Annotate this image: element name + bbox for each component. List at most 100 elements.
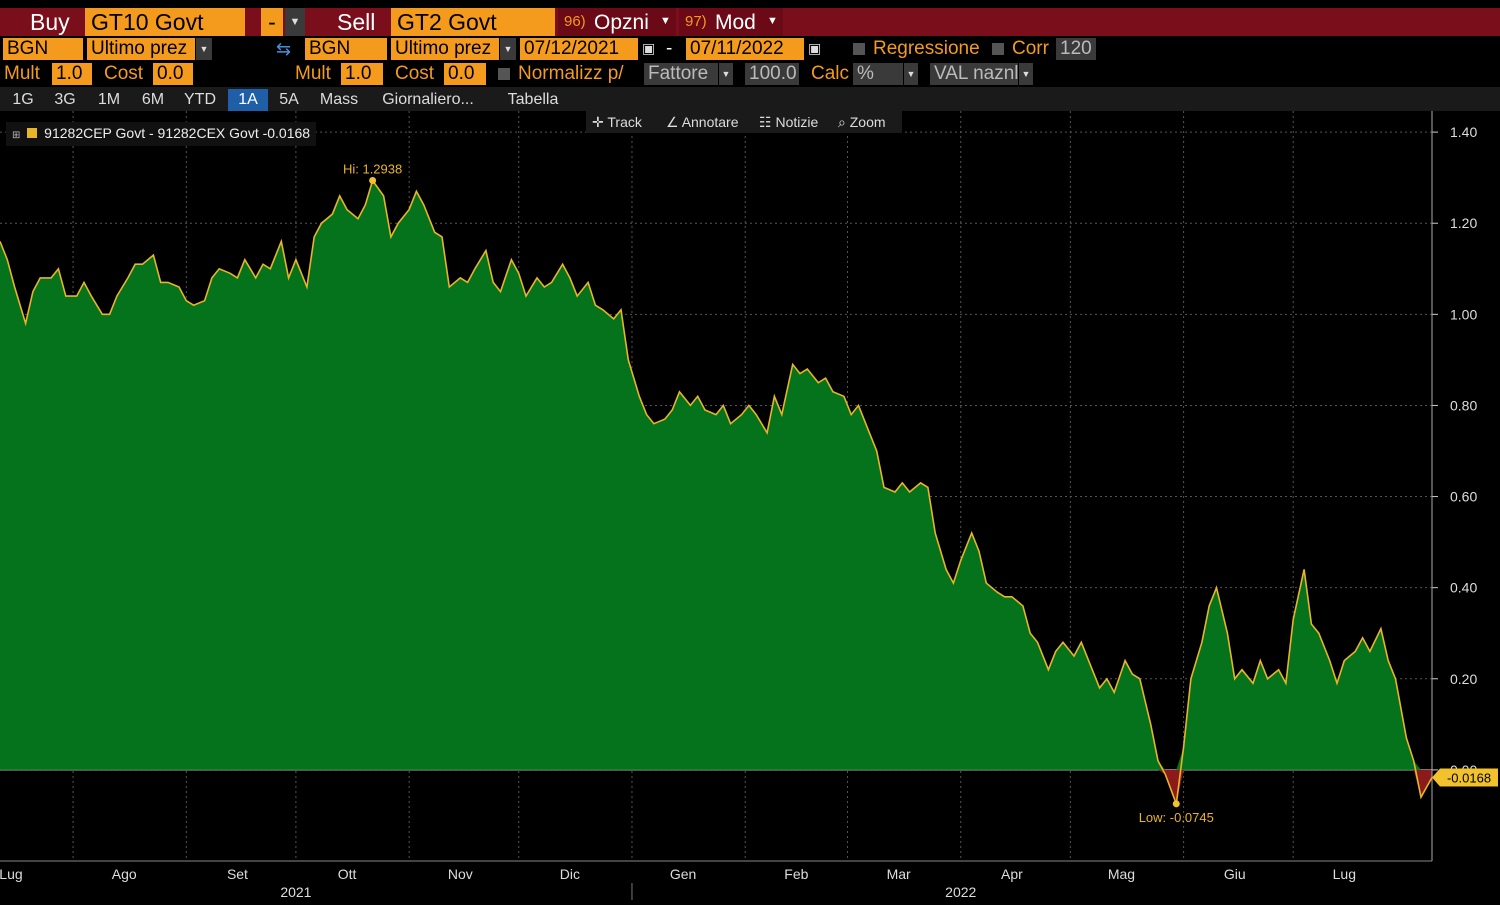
chart-area[interactable]: 1.401.201.000.800.600.400.200.00 LugAgoS… — [0, 111, 1500, 900]
y-tick-label: 1.00 — [1450, 306, 1477, 322]
annotate-tool[interactable]: ∠ Annotare — [666, 114, 739, 131]
tab-3g[interactable]: 3G — [54, 91, 76, 108]
hi-label: Hi: 1.2938 — [343, 161, 402, 176]
operator-select[interactable]: - — [261, 8, 283, 36]
sell-label: Sell — [337, 9, 376, 35]
y-tick-label: 0.20 — [1450, 671, 1477, 687]
normalize-checkbox[interactable] — [498, 68, 510, 80]
buy-source-field[interactable]: BGN — [3, 38, 83, 60]
x-year-label: 2022 — [945, 884, 976, 900]
last-value-tag — [1432, 768, 1498, 787]
corr-checkbox[interactable] — [992, 43, 1004, 55]
tab-1m[interactable]: 1M — [97, 91, 121, 108]
operator-dropdown-icon[interactable]: ▼ — [285, 8, 305, 36]
x-tick-label: Gen — [670, 866, 696, 882]
legend-label: 91282CEP Govt - 91282CEX Govt -0.0168 — [44, 125, 311, 141]
options-label: Opzni — [594, 11, 649, 34]
sell-source-field[interactable]: BGN — [305, 38, 387, 60]
tab-mass[interactable]: Mass — [319, 91, 359, 108]
news-tool[interactable]: ☷ Notizie — [759, 114, 818, 131]
sell-ticker-input[interactable]: GT2 Govt — [391, 8, 555, 36]
mult2-label: Mult — [295, 63, 331, 84]
calc-dropdown-icon[interactable]: ▼ — [904, 63, 918, 85]
tab-daily[interactable]: Giornaliero... — [382, 91, 474, 108]
crosshair-icon: ✛ — [592, 114, 604, 130]
mult2-input[interactable]: 1.0 — [341, 63, 383, 85]
corr-window-input[interactable]: 120 — [1056, 38, 1096, 60]
calc-select[interactable]: % — [853, 63, 903, 85]
tab-table[interactable]: Tabella — [507, 91, 559, 108]
legend-swatch — [27, 128, 38, 138]
normalize-label: Normalizz p/ — [518, 63, 624, 84]
calc-label: Calc — [811, 63, 850, 84]
annotate-label: Annotare — [681, 114, 739, 130]
cost2-input[interactable]: 0.0 — [444, 63, 486, 85]
tab-ytd[interactable]: YTD — [184, 91, 216, 108]
mod-label: Mod — [715, 11, 756, 34]
currency-select[interactable]: VAL naznl — [930, 63, 1019, 85]
tab-1a[interactable]: 1A — [228, 89, 268, 111]
x-tick-label: Ago — [112, 866, 137, 882]
tab-6m[interactable]: 6M — [141, 91, 165, 108]
y-tick-label: 0.60 — [1450, 489, 1477, 505]
tab-1g[interactable]: 1G — [12, 91, 34, 108]
chart-toolbar: ✛ Track ∠ Annotare ☷ Notizie ⌕ Zoom — [586, 111, 902, 133]
y-tick-label: 0.40 — [1450, 580, 1477, 596]
buy-ticker-input[interactable]: GT10 Govt — [85, 8, 245, 36]
mod-chevron-icon: ▼ — [767, 15, 778, 27]
regression-checkbox[interactable] — [853, 43, 865, 55]
area-negative — [0, 769, 1432, 804]
hi-marker — [369, 176, 377, 184]
x-tick-label: Nov — [448, 866, 473, 882]
factor-select[interactable]: Fattore — [644, 63, 718, 85]
buy-price-field[interactable]: Ultimo prez — [87, 38, 195, 60]
cost2-label: Cost — [395, 63, 435, 84]
x-tick-label: Ott — [338, 866, 357, 882]
spread-chart[interactable]: 1.401.201.000.800.600.400.200.00 LugAgoS… — [0, 111, 1500, 900]
cost-input[interactable]: 0.0 — [153, 63, 193, 85]
x-tick-label: Set — [227, 866, 248, 882]
sell-field-dropdown-icon[interactable]: ▼ — [500, 38, 516, 60]
factor-dropdown-icon[interactable]: ▼ — [719, 63, 733, 85]
mult-label: Mult — [4, 63, 40, 84]
hi-low-markers: -0.0168 Hi: 1.2938 Low: -0.0745 — [343, 161, 1498, 825]
x-tick-label: Apr — [1001, 866, 1023, 882]
options-button[interactable]: 96) Opzni ▼ — [558, 8, 676, 36]
start-date-input[interactable]: 07/12/2021 — [520, 38, 638, 60]
last-value-label: -0.0168 — [1447, 771, 1491, 786]
period-tabs: 1G 3G 1M 6M YTD 1A 5A Mass Giornaliero..… — [0, 87, 1500, 111]
factor-value-input[interactable]: 100.0 — [745, 63, 799, 85]
low-label: Low: -0.0745 — [1139, 810, 1214, 825]
cost-label: Cost — [104, 63, 144, 84]
legend[interactable]: ⊞ 91282CEP Govt - 91282CEX Govt -0.0168 — [6, 122, 317, 146]
currency-dropdown-icon[interactable]: ▼ — [1019, 63, 1033, 85]
x-tick-label: Dic — [560, 866, 580, 882]
mult-input[interactable]: 1.0 — [52, 63, 92, 85]
legend-expand-icon[interactable]: ⊞ — [12, 130, 21, 141]
pencil-icon: ∠ — [666, 114, 679, 130]
end-calendar-icon[interactable]: ▣ — [808, 40, 822, 56]
y-tick-label: 1.20 — [1450, 215, 1477, 231]
start-calendar-icon[interactable]: ▣ — [642, 40, 656, 56]
mod-button[interactable]: 97) Mod ▼ — [679, 8, 783, 36]
multiplier-row: Mult 1.0 Cost 0.0 Mult 1.0 Cost 0.0 Norm… — [0, 63, 1500, 87]
date-separator: - — [666, 38, 673, 59]
end-date-input[interactable]: 07/11/2022 — [686, 38, 804, 60]
y-axis: 1.401.201.000.800.600.400.200.00 — [1431, 111, 1477, 861]
low-marker — [1172, 800, 1180, 808]
x-tick-label: Feb — [784, 866, 808, 882]
x-tick-label: Mag — [1108, 866, 1135, 882]
x-year-label: 2021 — [280, 884, 311, 900]
track-tool[interactable]: ✛ Track — [592, 114, 642, 131]
x-tick-label: Giu — [1224, 866, 1246, 882]
buy-field-dropdown-icon[interactable]: ▼ — [196, 38, 212, 60]
zoom-tool[interactable]: ⌕ Zoom — [838, 114, 886, 131]
order-header: Buy GT10 Govt - ▼ Sell GT2 Govt 96) Opzn… — [0, 0, 1500, 36]
y-tick-label: 1.40 — [1450, 124, 1477, 140]
tab-5a[interactable]: 5A — [279, 91, 299, 108]
swap-icon[interactable]: ⇆ — [276, 39, 292, 59]
zoom-label: Zoom — [849, 114, 886, 130]
magnifier-icon: ⌕ — [838, 114, 846, 130]
x-tick-label: Lug — [1333, 866, 1356, 882]
sell-price-field[interactable]: Ultimo prez — [391, 38, 499, 60]
